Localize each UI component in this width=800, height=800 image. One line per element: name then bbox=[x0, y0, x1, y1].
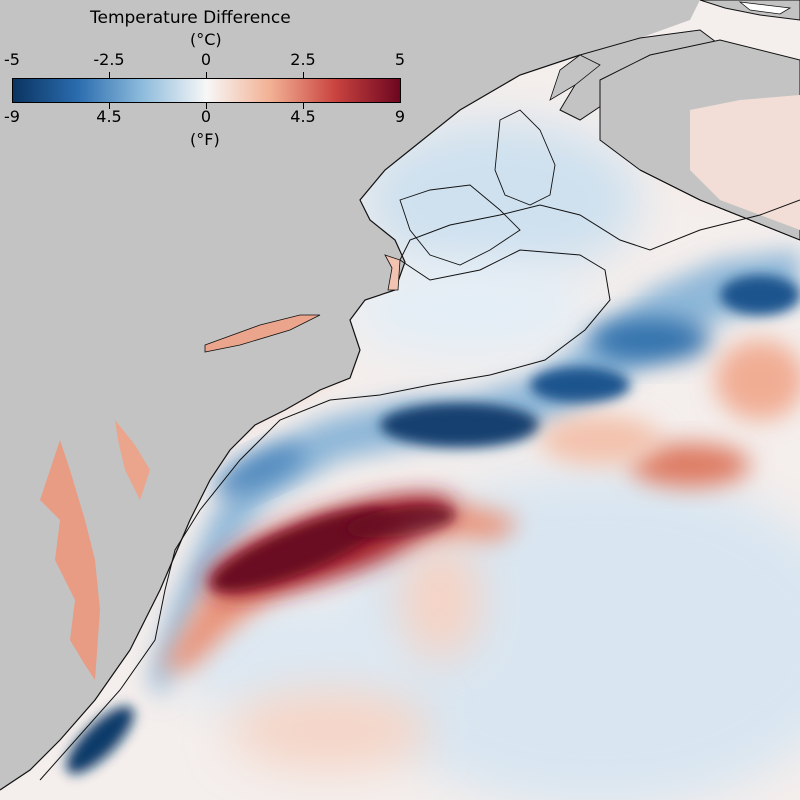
coastline bbox=[0, 54, 581, 791]
new-brunswick bbox=[549, 54, 601, 101]
chesapeake-bay bbox=[40, 440, 100, 680]
tick-mark-bottom-1 bbox=[109, 103, 110, 109]
tick-label-c-4: 5 bbox=[394, 50, 406, 69]
tick-label-f-2: 0 bbox=[200, 107, 212, 126]
tick-label-f-4: 9 bbox=[394, 107, 406, 126]
tick-label-f-0: -9 bbox=[4, 107, 20, 126]
tick-label-c-2: 0 bbox=[200, 50, 212, 69]
legend-title: Temperature Difference bbox=[90, 8, 291, 28]
georges-bank-contour bbox=[399, 184, 521, 266]
tick-mark-top-2 bbox=[206, 72, 207, 78]
tick-mark-top-3 bbox=[303, 72, 304, 78]
legend-unit-celsius: (°C) bbox=[190, 30, 222, 49]
long-island bbox=[204, 314, 321, 353]
tick-label-f-1: 4.5 bbox=[96, 107, 122, 126]
cape-cod bbox=[384, 254, 401, 291]
tick-mark-bottom-3 bbox=[303, 103, 304, 109]
tick-label-c-3: 2.5 bbox=[290, 50, 316, 69]
tick-label-c-0: -5 bbox=[4, 50, 20, 69]
colorbar bbox=[12, 78, 401, 103]
tick-mark-bottom-2 bbox=[206, 103, 207, 109]
tick-label-c-1: -2.5 bbox=[93, 50, 125, 69]
shelf-break-contour bbox=[39, 199, 800, 781]
tick-mark-top-1 bbox=[109, 72, 110, 78]
legend-unit-fahrenheit: (°F) bbox=[190, 130, 220, 149]
delaware-bay bbox=[115, 420, 150, 500]
tick-label-f-3: 4.5 bbox=[290, 107, 316, 126]
